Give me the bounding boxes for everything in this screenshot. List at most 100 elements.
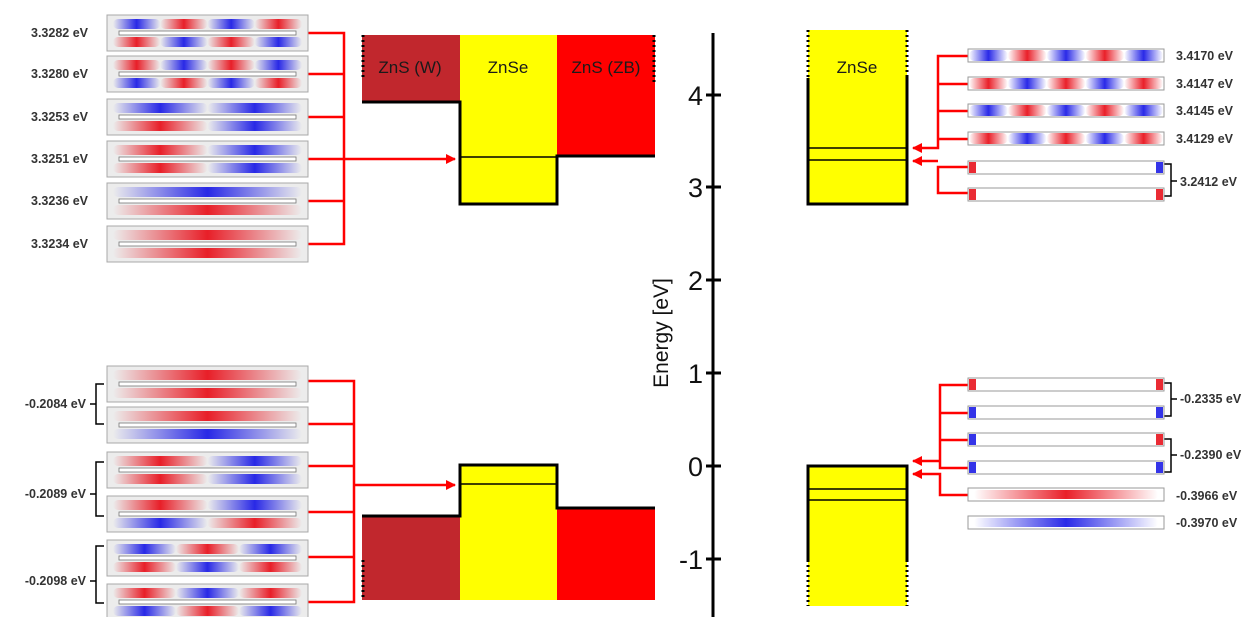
wavefunction-lobe [254, 19, 302, 29]
wavefunction-lobe [207, 500, 302, 510]
wavefunction-lobe [1046, 78, 1086, 89]
wavefunction-lobe [207, 37, 255, 47]
wavefunction-box [106, 539, 309, 577]
left-cb-connector [308, 31, 456, 246]
wavefunction-lobe [113, 518, 208, 528]
right-cb-connector [912, 54, 968, 195]
wavefunction-lobe [1124, 105, 1163, 116]
wavefunction-lobe [254, 37, 302, 47]
wavefunction-lobe [113, 230, 302, 240]
zns-zincblende-barrier [557, 35, 655, 156]
wavefunction-lobe [160, 19, 208, 29]
wavefunction-lobe [1085, 50, 1125, 61]
wavefunction-strip [967, 515, 1165, 530]
wavefunction-lobe [113, 145, 208, 155]
wavefunction-lobe [254, 78, 302, 88]
wavefunction-lobe [160, 37, 208, 47]
wavefunction-box [106, 140, 309, 178]
wavefunction-lobe [207, 19, 255, 29]
brace-group [90, 163, 1177, 604]
wavefunction-lobe [239, 606, 302, 616]
wavefunction-lobe [254, 60, 302, 70]
wavefunction-box [106, 98, 309, 136]
wavefunction-lobe [113, 544, 176, 554]
wavefunction-lobe [176, 588, 239, 598]
wavefunction-lobe [1085, 133, 1125, 144]
wavefunction-lobe [160, 60, 208, 70]
wavefunction-lobe [1007, 50, 1047, 61]
wavefunction-box [106, 182, 309, 220]
zns-wurtzite-barrier [362, 35, 460, 102]
wavefunction-lobe [1007, 133, 1047, 144]
axis-label: Energy [eV] [650, 278, 673, 388]
energy-level-label: 3.3234 eV [31, 237, 89, 251]
wavefunction-lobe [113, 205, 302, 215]
wavefunction-lobe [113, 456, 208, 466]
znse-well [460, 35, 557, 204]
energy-level-label: -0.2390 eV [1180, 448, 1242, 462]
energy-level-label: 3.3280 eV [31, 67, 89, 81]
right-vb-connector [912, 383, 968, 497]
wavefunction-lobe [207, 518, 302, 528]
wavefunction-lobe [113, 78, 161, 88]
energy-level-label: -0.3966 eV [1176, 489, 1238, 503]
wavefunction-box [106, 583, 309, 617]
material-label-zns-zb: ZnS (ZB) [572, 58, 641, 77]
energy-level-label: 3.4145 eV [1176, 104, 1234, 118]
energy-level-label: 3.3253 eV [31, 110, 89, 124]
wavefunction-lobe [113, 19, 161, 29]
right-conduction-band: ZnSe [806, 30, 909, 206]
wavefunction-lobe [113, 411, 302, 421]
wavefunction-box [106, 14, 309, 52]
wavefunction-lobe [239, 588, 302, 598]
wavefunction-strip [967, 487, 1165, 502]
wavefunction-lobe [113, 163, 208, 173]
wavefunction-lobe [113, 103, 208, 113]
wavefunction-lobe [113, 60, 161, 70]
wavefunction-lobe [113, 474, 208, 484]
wavefunction-lobe [176, 606, 239, 616]
wavefunction-lobe [1124, 133, 1163, 144]
axis-tick-label: 3 [688, 173, 703, 203]
material-label-zns-w: ZnS (W) [378, 58, 441, 77]
wavefunction-lobe [160, 78, 208, 88]
wavefunction-lobe [113, 429, 302, 439]
wavefunction-strip [967, 131, 1165, 146]
zns-wurtzite-barrier-vb [362, 516, 460, 600]
wavefunction-box [106, 451, 309, 489]
left-conduction-band: ZnS (W) ZnSe ZnS (ZB) [361, 35, 656, 206]
zns-zincblende-barrier-vb [557, 508, 655, 600]
wavefunction-lobe [113, 500, 208, 510]
wavefunction-lobe [207, 456, 302, 466]
wavefunction-lobe [1124, 78, 1163, 89]
wavefunction-lobe [113, 370, 302, 380]
wavefunction-lobe [207, 121, 302, 131]
wavefunction-lobe [1085, 78, 1125, 89]
wavefunction-strip [967, 187, 1165, 202]
znse-well-right-vb [808, 466, 907, 606]
wavefunction-box [106, 365, 309, 403]
energy-axis: 4 3 2 1 0 -1 Energy [eV] [650, 33, 721, 617]
wavefunction-lobe [113, 562, 176, 572]
conduction-band-edge-line [362, 100, 655, 206]
wavefunction-lobe [113, 187, 302, 197]
right-valence-band [806, 464, 909, 606]
wavefunction-lobe [969, 105, 1008, 116]
wavefunction-lobe [113, 606, 176, 616]
axis-tick-label: 1 [688, 359, 703, 389]
wavefunction-box [106, 406, 309, 444]
wavefunction-lobe [113, 121, 208, 131]
wavefunction-box [106, 55, 309, 93]
wavefunction-lobe [1124, 50, 1163, 61]
energy-level-label: 3.4170 eV [1176, 49, 1234, 63]
wavefunction-lobe [113, 248, 302, 258]
wavefunction-lobe [969, 78, 1008, 89]
wavefunction-lobe [969, 133, 1008, 144]
left-vb-connector [308, 379, 456, 604]
wavefunction-lobe [1046, 105, 1086, 116]
energy-level-label: 3.2412 eV [1180, 175, 1238, 189]
wavefunction-lobe [239, 562, 302, 572]
wavefunction-lobe [207, 103, 302, 113]
energy-level-label: 3.3282 eV [31, 26, 89, 40]
wavefunction-box [106, 225, 309, 263]
